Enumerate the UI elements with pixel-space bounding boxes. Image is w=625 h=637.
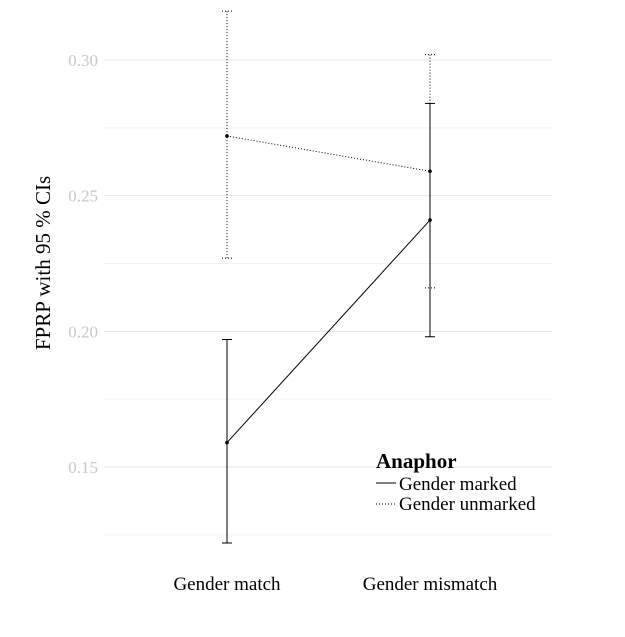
y-tick-label: 0.15 [68,458,98,477]
x-axis-ticks: Gender match Gender mismatch [173,574,497,595]
data-point [428,169,432,174]
y-tick-label: 0.20 [68,322,98,341]
grid [104,59,552,536]
series-layer [222,10,435,544]
series-line [226,219,431,443]
y-tick-label: 0.30 [68,51,98,70]
series-line [226,135,431,172]
data-point [225,134,229,138]
x-tick-label: Gender match [173,574,281,595]
legend-label-gender-marked: Gender marked [399,474,517,495]
y-axis-ticks: 0.15 0.20 0.25 0.30 [68,51,98,477]
series-gender-unmarked [222,10,435,289]
legend-label-gender-unmarked: Gender unmarked [399,494,536,515]
data-point [225,440,229,445]
legend-title: Anaphor [376,449,457,473]
legend: Anaphor Gender marked Gender unmarked [376,449,536,515]
x-tick-label: Gender mismatch [363,574,498,595]
y-tick-label: 0.25 [68,187,98,206]
y-axis-label: FPRP with 95 % CIs [31,176,55,350]
